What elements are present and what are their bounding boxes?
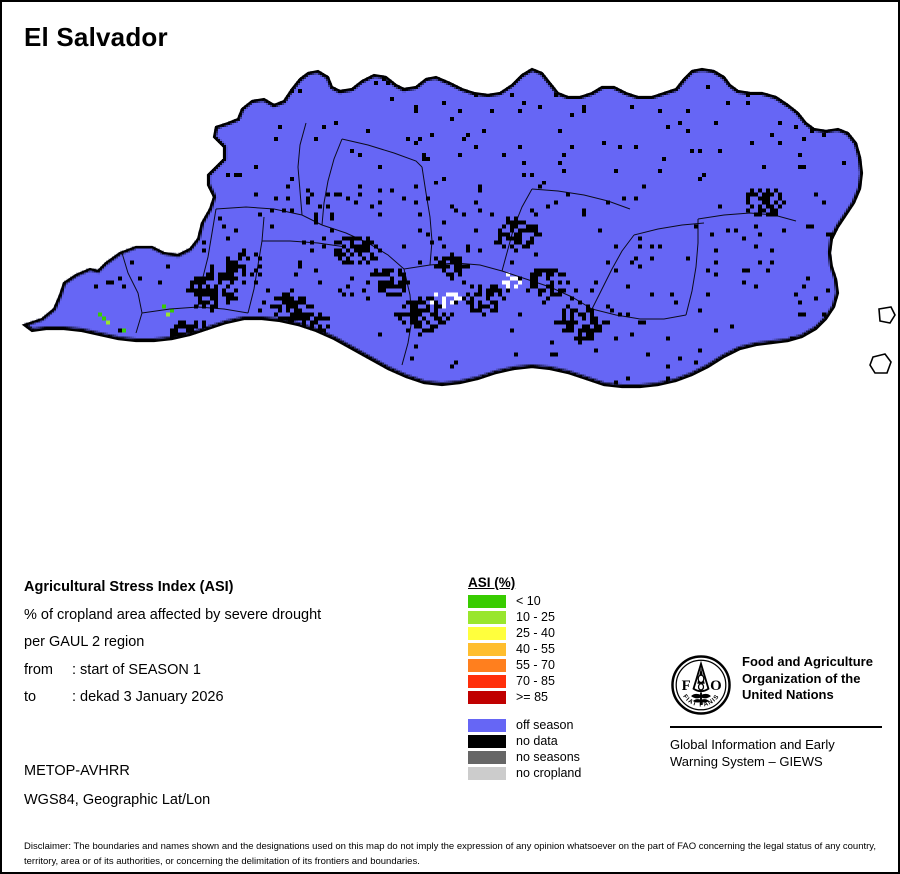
desc-line-2: % of cropland area affected by severe dr… [24, 606, 322, 623]
fao-name-line-1: Food and Agriculture [742, 654, 873, 669]
legend-row-status-0: off season [468, 719, 581, 733]
legend-label-class-2: 25 - 40 [516, 626, 555, 641]
national-border [21, 67, 864, 389]
legend: ASI (%) < 10 10 - 25 25 - 40 40 - 55 55 - 70… [468, 576, 581, 783]
legend-row-class-2: 25 - 40 [468, 627, 581, 641]
sensor-block: METOP-AVHRR WGS84, Geographic Lat/Lon [24, 764, 210, 821]
legend-label-class-5: 70 - 85 [516, 674, 555, 689]
sensor-projection: WGS84, Geographic Lat/Lon [24, 791, 211, 808]
sensor-instrument: METOP-AVHRR [24, 763, 130, 779]
map-canvas[interactable] [2, 57, 898, 562]
disclaimer-text: Disclaimer: The boundaries and names sho… [24, 841, 876, 867]
desc-from-value: : start of SEASON 1 [72, 661, 201, 678]
giews-label: Global Information and Early Warning Sys… [670, 737, 884, 771]
fao-logo-icon: F O FIAT PANIS [671, 655, 731, 715]
fao-logo-letter-o: O [710, 678, 722, 694]
legend-spacer [468, 707, 581, 719]
legend-swatch-status-3 [468, 767, 506, 780]
fao-name-line-2: Organization of the [742, 670, 861, 686]
legend-row-status-2: no seasons [468, 751, 581, 765]
desc-from-key: from [24, 661, 53, 678]
desc-line-3: per GAUL 2 region [24, 634, 145, 650]
legend-swatch-status-1 [468, 735, 506, 748]
legend-swatch-status-0 [468, 719, 506, 732]
legend-label-class-4: 55 - 70 [516, 658, 555, 673]
fao-divider [670, 726, 882, 728]
legend-swatch-class-6 [468, 691, 506, 704]
legend-row-class-4: 55 - 70 [468, 659, 581, 673]
legend-label-class-6: >= 85 [516, 690, 548, 705]
legend-row-status-1: no data [468, 735, 581, 749]
desc-to-value: : dekad 3 January 2026 [72, 689, 224, 705]
legend-label-class-1: 10 - 25 [516, 610, 555, 625]
fao-organization-name: Food and Agriculture Organization of the… [742, 654, 873, 704]
fao-name-line-3: United Nations [742, 687, 834, 703]
legend-row-class-1: 10 - 25 [468, 611, 581, 625]
fao-identity: F O FIAT PANIS Food and Agriculture Orga… [670, 654, 884, 716]
legend-swatch-class-5 [468, 675, 506, 688]
map-boundary-layer [21, 67, 898, 389]
legend-swatch-class-0 [468, 595, 506, 608]
legend-class-list: < 10 10 - 25 25 - 40 40 - 55 55 - 70 70 - 85 >… [468, 595, 581, 705]
legend-label-status-1: no data [516, 734, 558, 749]
description-block: Agricultural Stress Index (ASI) % of cro… [24, 580, 321, 718]
legend-label-status-0: off season [516, 718, 574, 733]
legend-swatch-class-1 [468, 611, 506, 624]
asi-raster-layer [2, 57, 898, 562]
legend-swatch-status-2 [468, 751, 506, 764]
legend-row-class-3: 40 - 55 [468, 643, 581, 657]
desc-to-row: to : dekad 3 January 2026 [24, 690, 321, 705]
legend-row-class-0: < 10 [468, 595, 581, 609]
legend-label-status-2: no seasons [516, 750, 580, 765]
gulf-islands [869, 306, 898, 374]
legend-label-status-3: no cropland [516, 766, 582, 781]
giews-line-2: Warning System – GIEWS [670, 753, 823, 769]
legend-title: ASI (%) [468, 575, 516, 590]
desc-to-key: to [24, 689, 37, 705]
legend-swatch-class-3 [468, 643, 506, 656]
legend-swatch-class-2 [468, 627, 506, 640]
fao-logo-letter-f: F [682, 678, 691, 694]
giews-line-1: Global Information and Early [670, 737, 835, 752]
desc-heading: Agricultural Stress Index (ASI) [24, 579, 234, 595]
legend-label-class-3: 40 - 55 [516, 642, 555, 657]
page-title: El Salvador [24, 22, 168, 52]
admin-boundaries [121, 122, 797, 366]
legend-label-class-0: < 10 [516, 594, 541, 609]
fao-block: F O FIAT PANIS Food and Agriculture Orga… [670, 654, 884, 771]
legend-row-class-6: >= 85 [468, 691, 581, 705]
legend-row-status-3: no cropland [468, 767, 581, 781]
desc-from-row: from : start of SEASON 1 [24, 661, 321, 678]
legend-status-list: off season no data no seasons no cropland [468, 719, 581, 781]
legend-row-class-5: 70 - 85 [468, 675, 581, 689]
legend-swatch-class-4 [468, 659, 506, 672]
